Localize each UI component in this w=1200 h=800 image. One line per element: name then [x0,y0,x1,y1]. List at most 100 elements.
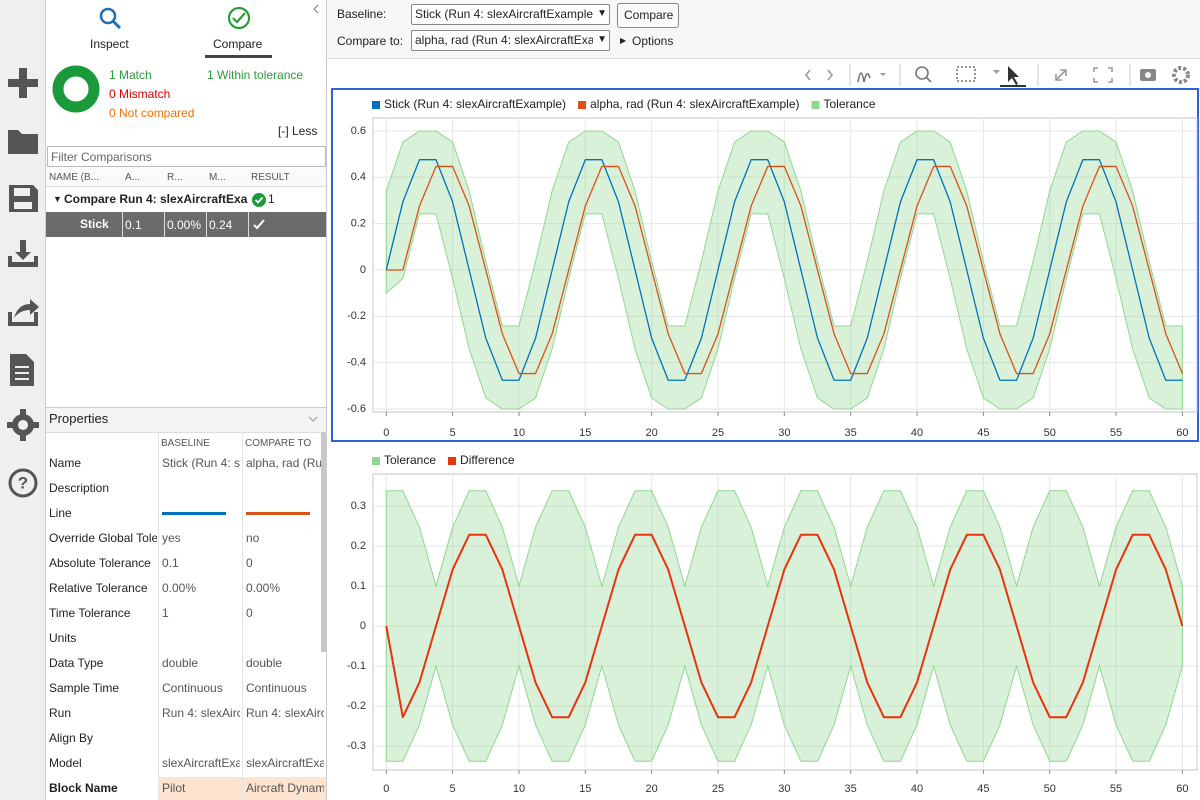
property-label: Data Type [49,655,157,671]
options-toggle[interactable]: Options [632,33,673,49]
y-tick-label: 0 [360,264,366,276]
col-header[interactable]: M... [209,170,226,186]
x-tick-label: 35 [845,427,857,439]
baseline-select[interactable]: Stick (Run 4: slexAircraftExample) ▼ [411,4,610,25]
property-value: Continuous [246,680,324,696]
property-label: Description [49,480,157,496]
legend-swatch [448,457,456,465]
x-tick-label: 0 [383,783,389,795]
property-value: 0.00% [162,580,240,596]
legend-label: Difference [460,453,515,467]
prop-col-header: BASELINE [161,436,210,452]
compare-to-label: Compare to: [337,33,403,49]
y-tick-label: -0.2 [347,700,366,712]
property-label: Relative Tolerance [49,580,157,596]
col-header[interactable]: R... [167,170,183,186]
group-row[interactable]: Compare Run 4: slexAircraftExa [64,191,250,207]
property-label: Sample Time [49,680,157,696]
x-tick-label: 5 [450,427,456,439]
match-count: 1 Match [109,67,152,83]
col-header[interactable]: A... [125,170,140,186]
property-label: Align By [49,730,157,746]
x-tick-label: 60 [1176,427,1188,439]
legend-label: alpha, rad (Run 4: slexAircraftExample) [590,97,799,111]
x-tick-label: 30 [778,427,790,439]
report-icon[interactable] [10,354,34,386]
property-value: 0 [246,605,324,621]
property-value: yes [162,530,240,546]
col-header[interactable]: RESULT [251,170,290,186]
prop-col-header: COMPARE TO [245,436,311,452]
legend-label: Stick (Run 4: slexAircraftExample) [384,97,566,111]
x-tick-label: 40 [911,427,923,439]
summary-donut [50,63,102,115]
x-tick-label: 5 [450,783,456,795]
x-tick-label: 55 [1110,783,1122,795]
compare-tab[interactable]: Compare [213,36,262,52]
x-tick-label: 35 [845,783,857,795]
line-swatch [246,512,310,515]
y-tick-label: -0.6 [347,403,366,415]
property-label: Line [49,505,157,521]
property-value: Run 4: slexAirc [246,705,324,721]
property-value: 0 [246,555,324,571]
compare-to-select[interactable]: alpha, rad (Run 4: slexAircraftExa ▼ [411,30,610,51]
property-value: Pilot [162,780,240,796]
x-tick-label: 45 [977,427,989,439]
legend-swatch [811,101,819,109]
group-count: 1 [268,191,275,207]
property-value: 1 [162,605,240,621]
x-tick-label: 0 [383,427,389,439]
y-tick-label: -0.3 [347,740,366,752]
filter-placeholder: Filter Comparisons [51,149,152,165]
property-value: slexAircraftExa [246,755,324,771]
x-tick-label: 20 [646,427,658,439]
y-tick-label: -0.4 [347,357,366,369]
row-name: Stick [80,216,109,232]
mismatch-count: 0 Mismatch [109,86,170,102]
property-label: Block Name [49,780,157,796]
filter-box[interactable]: Filter Comparisons [47,146,326,167]
y-tick-label: 0.1 [351,580,366,592]
property-value: 0.00% [246,580,324,596]
less-toggle[interactable]: [-] Less [278,123,317,139]
property-label: Model [49,755,157,771]
y-tick-label: 0.6 [351,125,366,137]
property-label: Absolute Tolerance [49,555,157,571]
property-label: Run [49,705,157,721]
baseline-label: Baseline: [337,6,386,22]
property-value: Stick (Run 4: sl [162,455,240,471]
legend-label: Tolerance [823,97,875,111]
x-tick-label: 25 [712,783,724,795]
compare-to-value: alpha, rad (Run 4: slexAircraftExa [415,32,593,48]
y-tick-label: 0.4 [351,171,366,183]
property-value: alpha, rad (Run [246,455,324,471]
y-tick-label: 0.3 [351,500,366,512]
col-header[interactable]: NAME (B... [49,170,121,186]
property-label: Units [49,630,157,646]
property-label: Name [49,455,157,471]
property-value: Continuous [162,680,240,696]
property-value: Aircraft Dynam [246,780,324,796]
legend-label: Tolerance [384,453,436,467]
inspect-tab[interactable]: Inspect [90,36,129,52]
tab-icons [46,0,326,60]
icon-rail: ? [0,0,45,800]
compare-button[interactable]: Compare [617,3,679,28]
legend-swatch [372,101,380,109]
y-tick-label: -0.1 [347,660,366,672]
x-tick-label: 55 [1110,427,1122,439]
y-tick-label: 0 [360,620,366,632]
baseline-value: Stick (Run 4: slexAircraftExample) [415,6,593,22]
x-tick-label: 40 [911,783,923,795]
y-tick-label: 0.2 [351,218,366,230]
property-label: Override Global Tole [49,530,157,546]
legend-swatch [372,457,380,465]
line-swatch [162,512,226,515]
x-tick-label: 25 [712,427,724,439]
x-tick-label: 15 [579,427,591,439]
property-value: no [246,530,324,546]
x-tick-label: 50 [1044,427,1056,439]
properties-title: Properties [49,411,108,427]
